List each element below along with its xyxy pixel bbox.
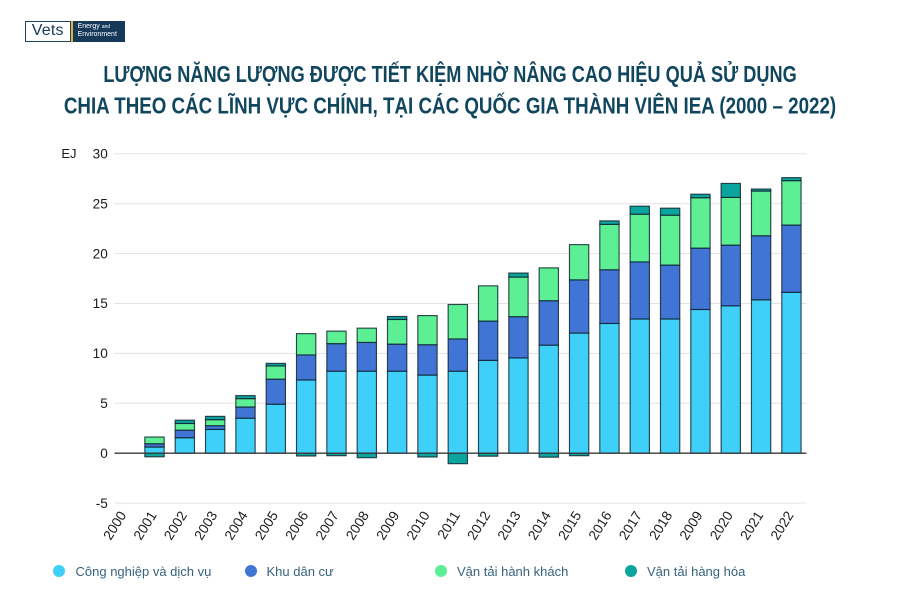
svg-text:2016: 2016: [586, 508, 615, 542]
svg-text:2020: 2020: [707, 508, 736, 542]
svg-text:2009: 2009: [373, 508, 402, 542]
svg-text:LƯỢNG NĂNG LƯỢNG ĐƯỢC TIẾT KIỆ: LƯỢNG NĂNG LƯỢNG ĐƯỢC TIẾT KIỆM NHỜ NÂNG…: [103, 61, 796, 88]
svg-text:EJ: EJ: [61, 146, 76, 161]
svg-text:30: 30: [93, 147, 109, 162]
svg-text:20: 20: [93, 246, 109, 261]
svg-text:2008: 2008: [343, 508, 372, 542]
svg-text:2006: 2006: [282, 508, 311, 542]
svg-text:0: 0: [100, 446, 108, 461]
svg-text:CHIA THEO CÁC LĨNH VỰC CHÍNH,: CHIA THEO CÁC LĨNH VỰC CHÍNH, TẠI CÁC QU…: [64, 90, 836, 119]
svg-text:2022: 2022: [768, 509, 797, 543]
svg-text:2004: 2004: [222, 508, 251, 542]
svg-text:-5: -5: [96, 496, 108, 511]
svg-text:2018: 2018: [646, 508, 675, 542]
svg-text:2005: 2005: [252, 508, 281, 542]
svg-text:2012: 2012: [464, 509, 493, 543]
svg-text:2017: 2017: [616, 509, 645, 543]
svg-text:5: 5: [100, 396, 108, 411]
svg-text:2002: 2002: [161, 509, 190, 543]
svg-text:2003: 2003: [191, 508, 220, 542]
svg-text:2021: 2021: [737, 509, 766, 543]
svg-text:2013: 2013: [495, 508, 524, 542]
svg-text:2010: 2010: [404, 508, 433, 542]
svg-text:10: 10: [93, 346, 109, 361]
svg-text:2009: 2009: [677, 508, 706, 542]
svg-text:2007: 2007: [313, 509, 342, 543]
svg-text:15: 15: [93, 296, 108, 311]
svg-text:2011: 2011: [435, 509, 463, 542]
svg-text:2000: 2000: [100, 508, 129, 542]
svg-text:2014: 2014: [525, 508, 554, 542]
svg-text:2001: 2001: [131, 509, 160, 543]
svg-text:2015: 2015: [555, 508, 584, 542]
svg-text:25: 25: [93, 196, 108, 211]
